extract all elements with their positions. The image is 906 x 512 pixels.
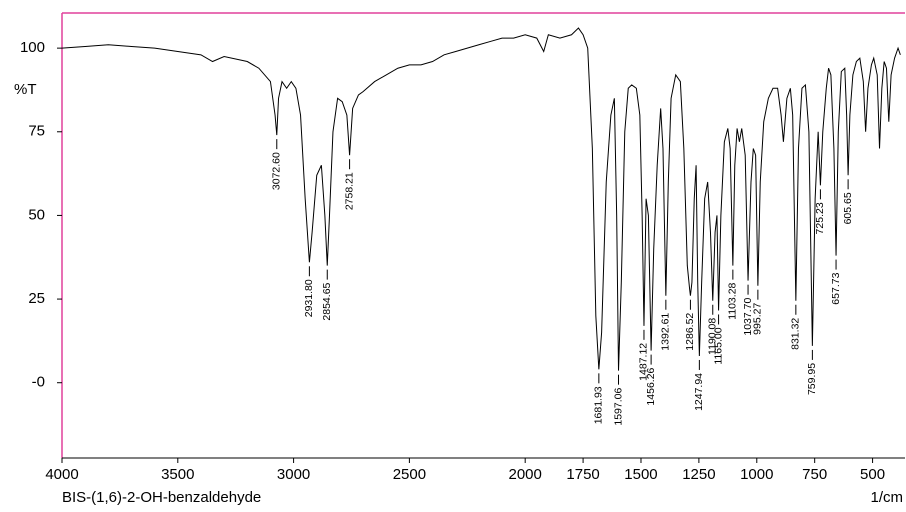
- peak-label: 1392.61: [660, 313, 672, 351]
- spectrum-line: [61, 27, 901, 371]
- peak-label: 995.27: [752, 303, 764, 335]
- peak-label: 1103.28: [727, 282, 739, 319]
- y-tick-label: 75: [28, 123, 45, 140]
- peak-label: 1247.94: [693, 373, 705, 411]
- x-tick-label: 1750: [566, 466, 599, 483]
- peak-label: 1190.08: [707, 318, 719, 355]
- peak-label: 1597.06: [612, 388, 624, 426]
- y-tick-label: 50: [28, 206, 45, 223]
- peak-label: 1487.12: [638, 343, 650, 381]
- x-tick-label: 2500: [393, 466, 426, 483]
- x-tick-label: 3000: [277, 466, 310, 483]
- x-tick-label: 1500: [624, 466, 657, 483]
- x-tick-label: 750: [802, 466, 827, 483]
- y-tick-label: -0: [32, 374, 45, 391]
- peak-label: 605.65: [842, 192, 854, 224]
- peak-label: 2931.80: [303, 279, 315, 317]
- x-tick-label: 1000: [740, 466, 773, 483]
- peak-label: 2758.21: [343, 172, 355, 210]
- y-tick-label: 25: [28, 290, 45, 307]
- peak-label: 3072.60: [271, 152, 283, 190]
- peak-label: 1456.26: [645, 367, 657, 405]
- peak-label: 725.23: [814, 202, 826, 234]
- chart-title: BIS-(1,6)-2-OH-benzaldehyde: [62, 489, 261, 506]
- x-tick-label: 3500: [161, 466, 194, 483]
- peak-label: 657.73: [830, 272, 842, 304]
- peak-label: 1037.70: [742, 298, 754, 336]
- peak-label: 759.95: [806, 363, 818, 395]
- y-axis-label: %T: [14, 81, 37, 98]
- peak-label: 2854.65: [321, 282, 333, 320]
- peak-label: 1165.00: [712, 327, 724, 364]
- x-tick-label: 4000: [45, 466, 78, 483]
- peak-label: 1681.93: [593, 386, 605, 424]
- y-tick-label: 100: [20, 39, 45, 56]
- peak-label: 831.32: [790, 318, 802, 350]
- x-axis-label: 1/cm: [870, 489, 903, 506]
- x-tick-label: 500: [860, 466, 885, 483]
- x-tick-label: 1250: [682, 466, 715, 483]
- x-tick-label: 2000: [508, 466, 541, 483]
- peak-label: 1286.52: [684, 313, 696, 351]
